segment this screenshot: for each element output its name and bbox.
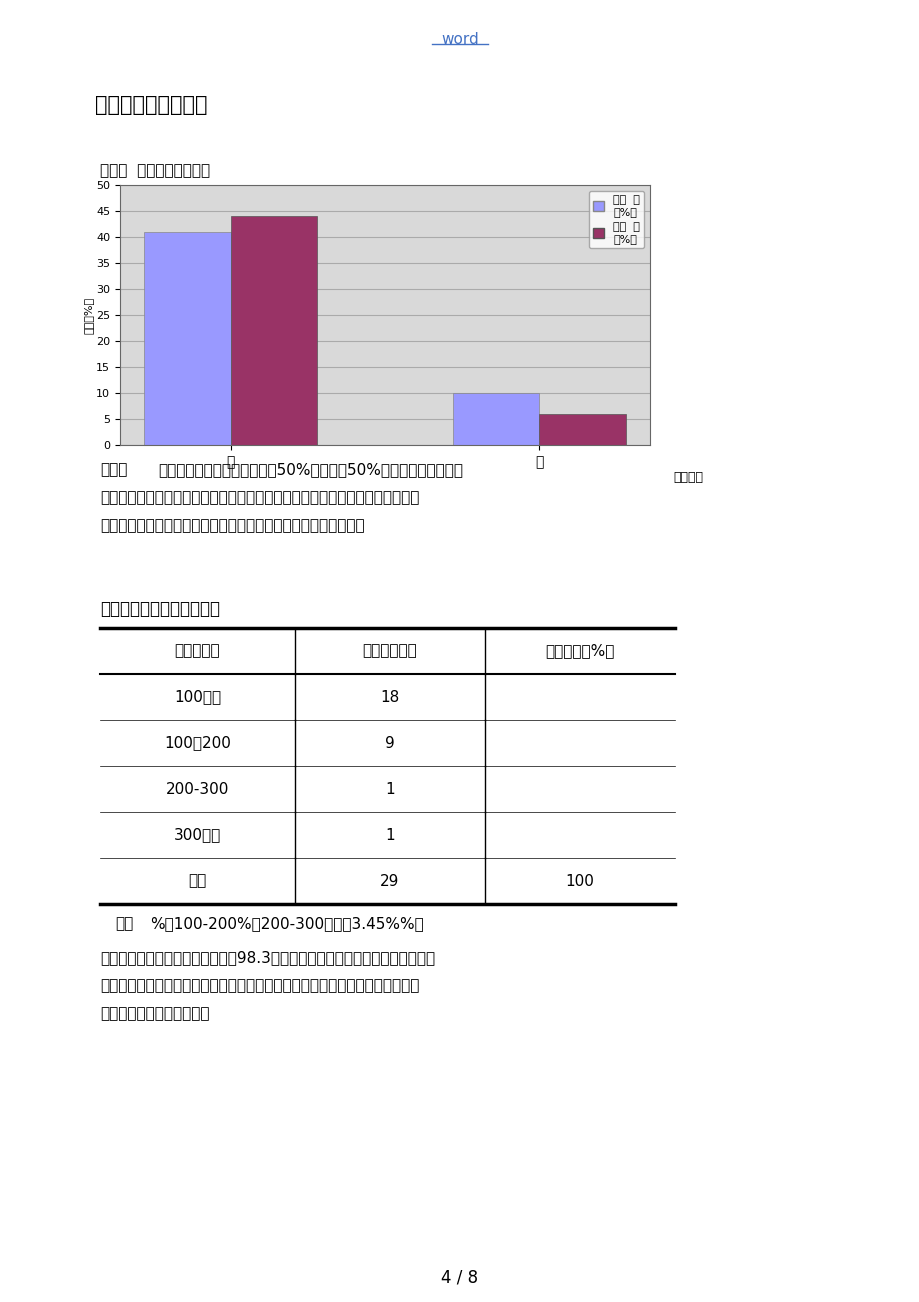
Text: 所以对于商家来说，应该对学生采取低价战略，而对于学生来说，也要注意商家: 所以对于商家来说，应该对学生采取低价战略，而对于学生来说，也要注意商家: [100, 978, 419, 993]
Text: 图二：大学生网购花费情况: 图二：大学生网购花费情况: [100, 600, 220, 618]
Text: 9: 9: [385, 736, 394, 750]
Text: 1: 1: [385, 828, 394, 842]
Text: 结论: 结论: [115, 917, 133, 931]
Text: 1: 1: [385, 781, 394, 797]
Text: 图一：  性别对网购的影响: 图一： 性别对网购的影响: [100, 163, 210, 178]
Bar: [539, 414, 625, 445]
Text: 合计: 合计: [188, 874, 207, 888]
Text: 300以上: 300以上: [174, 828, 221, 842]
Text: 18: 18: [380, 690, 399, 704]
Text: 频率（比重%）: 频率（比重%）: [545, 643, 614, 659]
Text: 通过计算，得到学生的平均花费是98.3元，花费较少。因为学生一般没有收入，: 通过计算，得到学生的平均花费是98.3元，花费较少。因为学生一般没有收入，: [100, 950, 435, 965]
Text: %，100-200%，200-300元的占3.45%%。: %，100-200%，200-300元的占3.45%%。: [150, 917, 424, 931]
Text: 是否网购: 是否网购: [673, 471, 702, 484]
Text: word: word: [440, 33, 479, 47]
Bar: [144, 232, 231, 445]
Text: （四）调查结果分析: （四）调查结果分析: [95, 95, 208, 115]
Legend: 性别  男
（%）, 性别  女
（%）: 性别 男 （%）, 性别 女 （%）: [588, 190, 643, 249]
Y-axis label: 频率（%）: 频率（%）: [84, 297, 93, 333]
Text: 100: 100: [565, 874, 594, 888]
Text: 购已经成为大学生日常生活的重要部分，其男性的比例与女性比例相当。所以性: 购已经成为大学生日常生活的重要部分，其男性的比例与女性比例相当。所以性: [100, 490, 419, 505]
Text: 100－200: 100－200: [164, 736, 231, 750]
Text: 花费（元）: 花费（元）: [175, 643, 220, 659]
Text: 结论：: 结论：: [100, 462, 127, 477]
Text: 别对大学生是否网购无影响，而且在网购在学生的生活中十分普遍: 别对大学生是否网购无影响，而且在网购在学生的生活中十分普遍: [100, 518, 364, 533]
Text: 100以下: 100以下: [174, 690, 221, 704]
Text: 4 / 8: 4 / 8: [441, 1268, 478, 1286]
Bar: [452, 393, 539, 445]
Text: 29: 29: [380, 874, 399, 888]
Text: 价格战的圈套，谨防上当。: 价格战的圈套，谨防上当。: [100, 1006, 210, 1021]
Text: 根据调查结果计算得，男生占50%，女生占50%，这些数据表明：网: 根据调查结果计算得，男生占50%，女生占50%，这些数据表明：网: [158, 462, 462, 477]
Bar: [231, 216, 317, 445]
Text: 200-300: 200-300: [165, 781, 229, 797]
Text: 学生数（人）: 学生数（人）: [362, 643, 417, 659]
